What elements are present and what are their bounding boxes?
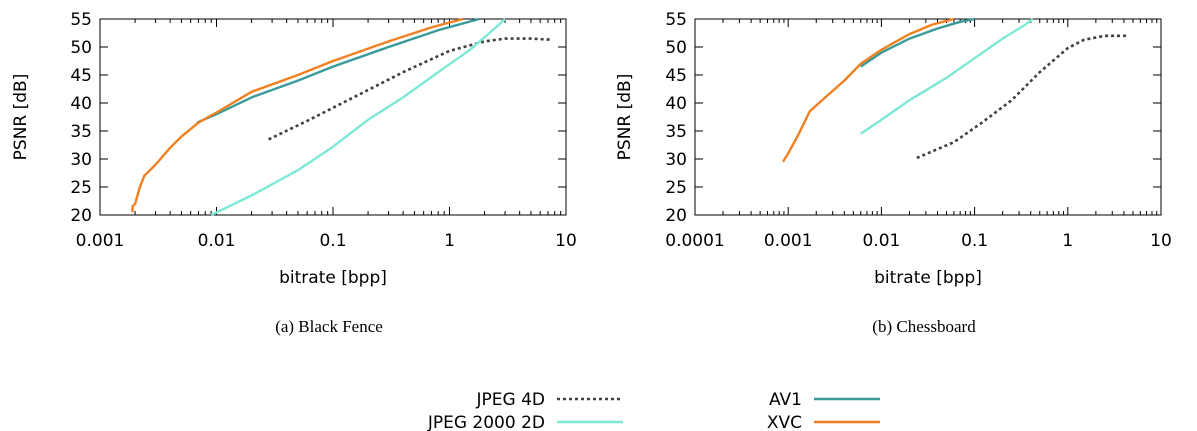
x-tick-label: 10 xyxy=(1150,231,1172,251)
y-axis-label: PSNR [dB] xyxy=(615,74,635,161)
x-tick-label: 0.01 xyxy=(862,231,900,251)
series-line-jpeg2000 xyxy=(210,18,506,217)
chart-black-fence: 20 25 30 35 40 45 50 55 0.001 0.01 0.1 1 10 bitrate [… xyxy=(11,10,577,336)
x-tick-label: 0.001 xyxy=(764,231,813,251)
y-tick-label: 30 xyxy=(665,150,687,170)
series-line-jpeg2000 xyxy=(860,18,1034,135)
x-tick-label: 0.1 xyxy=(319,231,346,251)
series-line-jpeg4d xyxy=(916,34,1129,160)
y-tick-label: 55 xyxy=(665,10,687,30)
chart-chessboard: 20 25 30 35 40 45 50 55 0.0001 0.001 0.01 0.1 1 10 bit… xyxy=(615,10,1172,336)
x-tick-label: 0.1 xyxy=(961,231,988,251)
y-tick-label: 50 xyxy=(665,38,687,58)
series-line-xvc xyxy=(781,17,955,163)
y-tick-label: 25 xyxy=(665,178,687,198)
y-tick-label: 20 xyxy=(665,206,687,226)
legend: JPEG 4D JPEG 2000 2D AV1 XVC xyxy=(427,390,880,431)
legend-label-jpeg2000: JPEG 2000 2D xyxy=(427,413,545,431)
y-axis-label: PSNR [dB] xyxy=(11,74,31,161)
legend-label-jpeg4d: JPEG 4D xyxy=(476,390,546,410)
y-tick-label: 50 xyxy=(70,38,92,58)
y-tick-label: 35 xyxy=(665,122,687,142)
x-axis-label: bitrate [bpp] xyxy=(279,268,387,288)
y-tick-label: 25 xyxy=(70,178,92,198)
y-tick-label: 30 xyxy=(70,150,92,170)
x-axis-label: bitrate [bpp] xyxy=(874,268,982,288)
x-tick-label: 0.001 xyxy=(76,231,125,251)
y-tick-label: 20 xyxy=(70,206,92,226)
plot-frame xyxy=(694,18,1162,216)
series-line-av1 xyxy=(196,17,480,124)
series-line-xvc xyxy=(131,17,464,213)
x-tick-label: 1 xyxy=(444,231,455,251)
x-tick-label: 0.0001 xyxy=(665,231,724,251)
chart-caption: (a) Black Fence xyxy=(275,317,383,336)
y-tick-label: 40 xyxy=(665,94,687,114)
x-tick-label: 10 xyxy=(555,231,577,251)
y-tick-label: 35 xyxy=(70,122,92,142)
y-tick-label: 40 xyxy=(70,94,92,114)
x-tick-label: 1 xyxy=(1062,231,1073,251)
series-line-jpeg4d xyxy=(268,37,552,141)
y-tick-label: 45 xyxy=(70,66,92,86)
y-tick-label: 55 xyxy=(70,10,92,30)
plot-frame xyxy=(99,18,567,216)
y-tick-label: 45 xyxy=(665,66,687,86)
chart-caption: (b) Chessboard xyxy=(872,317,976,336)
series-line-av1 xyxy=(860,17,975,68)
legend-label-av1: AV1 xyxy=(769,390,802,410)
legend-label-xvc: XVC xyxy=(767,413,802,431)
x-tick-label: 0.01 xyxy=(198,231,236,251)
